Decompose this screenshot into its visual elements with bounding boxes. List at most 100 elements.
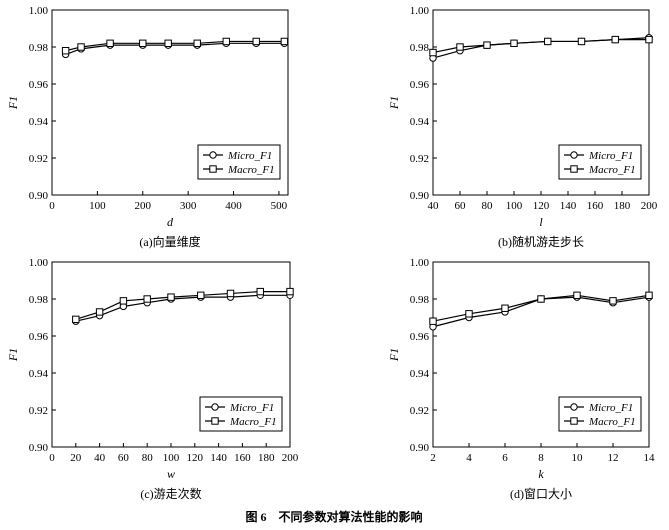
x-tick-label: 100 (506, 200, 523, 212)
data-point-square (645, 291, 653, 300)
x-axis-label: k (538, 467, 544, 481)
data-point-square (429, 48, 437, 57)
x-tick-label: 180 (614, 200, 631, 212)
x-tick-label: 12 (608, 452, 619, 464)
y-axis-label: F1 (387, 348, 401, 362)
legend-marker-circle (211, 403, 219, 411)
legend-marker-square (211, 417, 219, 425)
x-tick-label: 180 (258, 452, 275, 464)
legend-marker-circle (570, 403, 578, 411)
panel-caption: (d)窗口大小 (510, 487, 572, 501)
x-tick-label: 200 (135, 200, 152, 212)
x-tick-label: 160 (587, 200, 604, 212)
x-tick-label: 200 (641, 200, 658, 212)
legend-marker-circle (570, 151, 578, 159)
y-tick-label: 0.96 (410, 331, 430, 343)
data-point-square (197, 291, 205, 300)
legend-marker-square (209, 165, 217, 173)
figure-caption: 图 6 不同参数对算法性能的影响 (245, 509, 422, 524)
y-tick-label: 1.00 (29, 5, 49, 17)
legend-marker-square (570, 417, 578, 425)
y-tick-label: 0.98 (410, 294, 430, 306)
data-point-square (465, 310, 473, 318)
data-point-square (429, 317, 437, 325)
y-tick-label: 1.00 (29, 257, 49, 269)
y-tick-label: 0.92 (29, 153, 48, 165)
x-axis-label: w (167, 467, 175, 481)
y-tick-label: 0.90 (29, 442, 49, 454)
legend: Micro_F1 Macro_F1 (558, 144, 642, 180)
data-point-square (573, 291, 581, 300)
x-tick-label: 0 (49, 200, 55, 212)
chart-panel-2: 0.90 0.92 0.94 0.96 0.98 1.00 40 60 80 100 120 140 1… (387, 5, 658, 249)
data-point-square (537, 295, 545, 303)
y-tick-label: 0.94 (410, 116, 430, 128)
legend-label: Micro_F1 (588, 402, 633, 414)
data-point-square (252, 37, 260, 46)
data-point-square (483, 41, 491, 49)
x-tick-label: 20 (70, 452, 82, 464)
chart-panel-3: 0.90 0.92 0.94 0.96 0.98 1.00 0 20 40 60 80 100 120 1… (6, 257, 299, 501)
y-tick-label: 0.90 (410, 190, 430, 202)
legend-marker-square (570, 165, 578, 173)
y-tick-label: 1.00 (410, 5, 430, 17)
y-tick-label: 0.98 (29, 294, 49, 306)
y-tick-label: 0.96 (29, 331, 49, 343)
legend-label: Micro_F1 (229, 402, 274, 414)
y-tick-label: 0.90 (410, 442, 430, 454)
x-tick-label: 200 (282, 452, 299, 464)
legend-label: Macro_F1 (227, 164, 275, 176)
legend-marker-circle (209, 151, 217, 159)
data-point-square (95, 308, 104, 316)
y-tick-label: 0.98 (410, 42, 430, 54)
y-tick-label: 0.92 (29, 405, 48, 417)
series-line-macro-f1 (432, 38, 649, 54)
x-tick-label: 120 (187, 452, 204, 464)
x-tick-label: 0 (49, 452, 55, 464)
y-tick-label: 0.94 (29, 116, 49, 128)
x-tick-label: 40 (94, 452, 106, 464)
y-axis-label: F1 (6, 348, 20, 362)
x-tick-label: 100 (89, 200, 106, 212)
x-tick-label: 2 (430, 452, 436, 464)
data-point-square (143, 295, 151, 303)
data-point-square (611, 35, 619, 44)
y-tick-label: 0.96 (29, 79, 49, 91)
x-tick-label: 8 (538, 452, 544, 464)
y-tick-label: 0.98 (29, 42, 49, 54)
y-axis-label: F1 (6, 96, 20, 110)
panel-caption: (c)游走次数 (140, 486, 201, 501)
data-point-square (193, 39, 201, 47)
x-tick-label: 14 (644, 452, 656, 464)
data-point-square (456, 43, 464, 51)
legend: Micro_F1 Macro_F1 (558, 396, 642, 432)
data-point-square (645, 35, 653, 44)
plot-frame (51, 9, 289, 196)
data-point-square (256, 287, 264, 296)
x-tick-label: 100 (163, 452, 180, 464)
legend-box (199, 396, 283, 432)
x-tick-label: 400 (225, 200, 242, 212)
y-tick-label: 0.90 (29, 190, 49, 202)
data-point-square (280, 37, 289, 46)
x-tick-label: 300 (180, 200, 197, 212)
x-tick-label: 80 (142, 452, 154, 464)
y-axis-label: F1 (387, 96, 401, 110)
x-tick-label: 120 (533, 200, 550, 212)
data-point-square (544, 37, 552, 46)
x-tick-label: 6 (502, 452, 508, 464)
data-point-square (72, 315, 80, 324)
data-point-square (119, 297, 128, 305)
legend-label: Macro_F1 (588, 164, 636, 176)
data-point-square (286, 287, 294, 296)
y-tick-label: 0.92 (410, 153, 429, 165)
x-tick-label: 4 (466, 452, 472, 464)
data-point-square (501, 304, 509, 312)
data-point-square (106, 39, 114, 47)
legend: Micro_F1 Macro_F1 (197, 144, 281, 180)
x-tick-label: 40 (428, 200, 440, 212)
data-point-square (164, 39, 172, 47)
data-point-square (577, 37, 586, 46)
x-axis-label: d (167, 215, 174, 229)
